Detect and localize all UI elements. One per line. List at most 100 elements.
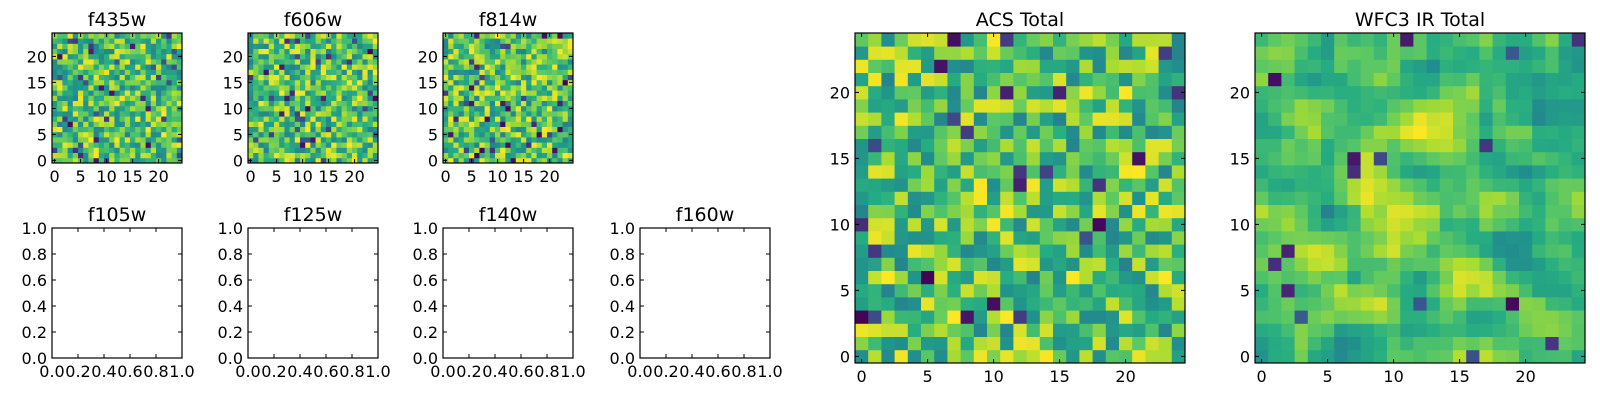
heatmap-cell (1000, 310, 1014, 324)
heatmap-cell (921, 112, 935, 126)
heatmap-cell (1255, 231, 1269, 245)
heatmap-cell (479, 90, 485, 96)
heatmap-cell (973, 151, 988, 166)
heatmap-cell (921, 204, 935, 219)
heatmap-cell (469, 111, 475, 117)
heatmap-cell (150, 100, 157, 107)
heatmap-cell (1505, 336, 1520, 351)
heatmap-cell (868, 125, 882, 139)
heatmap-cell (1294, 217, 1309, 232)
heatmap-cell (1426, 270, 1441, 285)
heatmap-cell (140, 157, 146, 164)
heatmap-cell (156, 147, 162, 153)
heatmap-cell (1171, 125, 1186, 139)
x-tick-label: 20 (1515, 367, 1535, 386)
heatmap-cell (161, 53, 167, 60)
heatmap-cell (161, 152, 167, 159)
heatmap-cell (161, 147, 167, 153)
heatmap-cell (315, 79, 322, 86)
heatmap-cell (367, 74, 374, 81)
heatmap-cell (130, 95, 136, 101)
heatmap-cell (531, 74, 537, 81)
heatmap-cell (947, 204, 961, 219)
heatmap-cell (279, 111, 285, 117)
heatmap-cell (1466, 323, 1480, 337)
heatmap-cell (294, 38, 301, 44)
heatmap-cell (1092, 244, 1107, 258)
heatmap-cell (458, 131, 465, 138)
heatmap-cell (495, 147, 501, 153)
heatmap-cell (98, 64, 105, 70)
heatmap-cell (362, 137, 368, 143)
heatmap-cell (135, 95, 141, 101)
heatmap-cell (1532, 204, 1546, 219)
heatmap-cell (320, 100, 327, 107)
heatmap-cell (855, 85, 869, 100)
heatmap-cell (495, 95, 501, 101)
heatmap-cell (1413, 138, 1427, 153)
heatmap-cell (1505, 191, 1520, 205)
heatmap-cell (150, 33, 157, 39)
heatmap-cell (135, 90, 141, 96)
heatmap-cell (320, 48, 327, 55)
heatmap-cell (1294, 151, 1309, 166)
heatmap-cell (479, 85, 485, 91)
heatmap-cell (114, 74, 120, 81)
heatmap-cell (1294, 204, 1309, 219)
heatmap-cell (489, 100, 496, 107)
heatmap-cell (947, 323, 961, 337)
heatmap-cell (93, 79, 100, 86)
heatmap-cell (960, 46, 975, 60)
heatmap-cell (161, 126, 167, 133)
heatmap-cell (1439, 112, 1454, 126)
heatmap-cell (1347, 59, 1361, 73)
heatmap-cell (88, 95, 94, 101)
heatmap-cell (1558, 59, 1573, 73)
heatmap-cell (1519, 191, 1533, 205)
heatmap-cell (72, 43, 79, 49)
heatmap-cell (346, 95, 353, 101)
heatmap-cell (1268, 151, 1282, 166)
heatmap-cell (510, 105, 517, 112)
heatmap-cell (135, 33, 141, 39)
heatmap-cell (552, 53, 558, 60)
heatmap-cell (1334, 138, 1348, 153)
heatmap-cell (1000, 151, 1014, 166)
heatmap-cell (274, 126, 280, 133)
heatmap-cell (130, 48, 136, 55)
heatmap-cell (1321, 33, 1335, 47)
heatmap-cell (547, 116, 553, 122)
heatmap-cell (362, 38, 368, 44)
heatmap-cell (495, 53, 501, 60)
heatmap-cell (1105, 204, 1120, 219)
heatmap-cell (294, 53, 301, 60)
heatmap-cell (331, 64, 337, 70)
heatmap-cell (1466, 112, 1480, 126)
heatmap-cell (1000, 336, 1014, 351)
heatmap-cell (135, 69, 141, 75)
heatmap-cell (1413, 204, 1427, 219)
heatmap-cell (1268, 323, 1282, 337)
panel-title: f125w (284, 204, 343, 226)
heatmap-cell (907, 33, 922, 47)
heatmap-cell (868, 138, 882, 153)
heatmap-cell (1439, 125, 1454, 139)
heatmap-cell (500, 105, 506, 112)
heatmap-cell (1532, 231, 1546, 245)
heatmap-cell (326, 59, 332, 65)
heatmap-cell (258, 157, 264, 164)
x-tick-label: 15 (122, 167, 142, 186)
heatmap-cell (315, 157, 322, 164)
x-tick-label: 0.4 (91, 362, 116, 381)
heatmap-cell (474, 33, 480, 39)
heatmap-cell (1053, 270, 1067, 285)
heatmap-cell (1347, 244, 1361, 258)
heatmap-cell (1171, 85, 1186, 100)
heatmap-cell (336, 33, 342, 39)
heatmap-cell (279, 38, 285, 44)
heatmap-cell (289, 33, 296, 39)
heatmap-cell (960, 297, 975, 311)
heatmap-cell (474, 74, 480, 81)
heatmap-cell (552, 85, 558, 91)
heatmap-cell (552, 100, 558, 107)
